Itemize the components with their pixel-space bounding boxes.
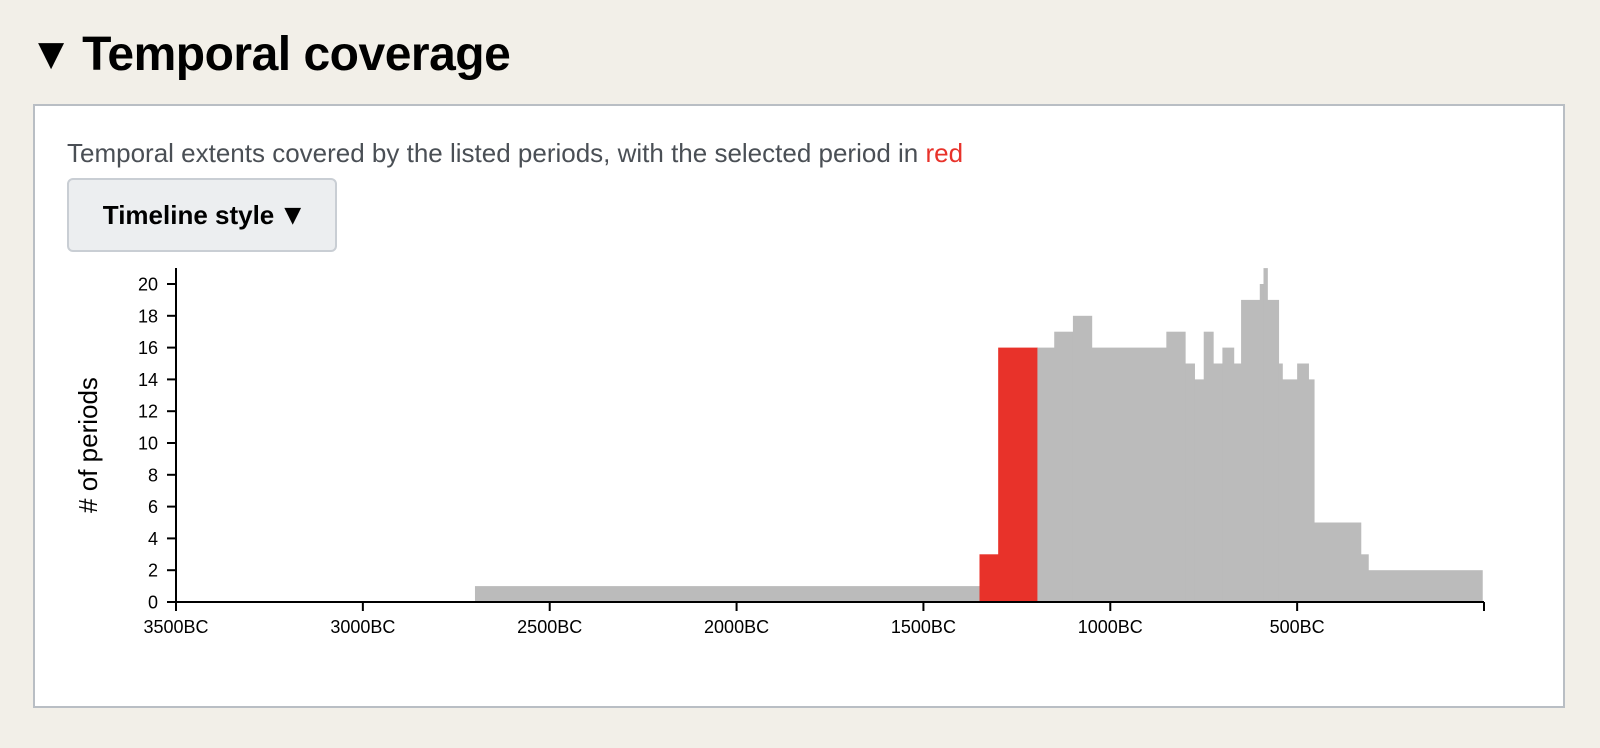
period-bar — [1278, 363, 1283, 602]
period-bar — [1368, 570, 1483, 602]
chart-description: Temporal extents covered by the listed p… — [67, 138, 963, 169]
period-bar — [1263, 268, 1268, 602]
period-bar — [474, 586, 981, 602]
y-tick-label: 12 — [138, 402, 158, 422]
selected-period-bar — [979, 554, 999, 602]
y-tick-label: 16 — [138, 338, 158, 358]
x-tick-label: 3500BC — [143, 617, 208, 637]
period-bar — [1166, 331, 1186, 602]
axes-layer: 0 2 4 6 8 10 12 14 16 18 20 3500BC 3000BC 2500BC 2000B… — [138, 268, 1485, 637]
description-text: Temporal extents covered by the listed p… — [67, 138, 926, 168]
period-bar — [1267, 299, 1280, 602]
section-header[interactable]: ▼ Temporal coverage — [38, 22, 511, 86]
x-tick-label: 1000BC — [1078, 617, 1143, 637]
timeline-style-button[interactable]: Timeline style ▼ — [67, 178, 337, 252]
period-bar — [1297, 363, 1309, 602]
period-bar — [1259, 284, 1265, 602]
period-bar — [1072, 315, 1093, 602]
x-tick-label: 3000BC — [330, 617, 395, 637]
y-tick-label: 4 — [148, 529, 158, 549]
timeline-style-label: Timeline style — [102, 199, 275, 230]
y-tick-label: 0 — [148, 593, 158, 613]
y-tick-label: 6 — [148, 497, 158, 517]
period-bar — [1222, 347, 1235, 602]
dropdown-caret-icon: ▼ — [284, 202, 302, 228]
y-tick-label: 10 — [138, 434, 158, 454]
period-bar — [1360, 554, 1369, 602]
selected-period-bar — [998, 347, 1039, 602]
period-bar — [1185, 363, 1195, 602]
period-bar — [1037, 347, 1055, 602]
y-tick-label: 14 — [138, 370, 158, 390]
y-tick-label: 20 — [138, 275, 158, 295]
section-title: Temporal coverage — [82, 27, 511, 81]
x-tick-label: 500BC — [1270, 617, 1325, 637]
period-bar — [1241, 299, 1261, 602]
period-bar — [1233, 363, 1242, 602]
x-tick-label: 1500BC — [891, 617, 956, 637]
period-bar — [1213, 363, 1223, 602]
period-bar — [1313, 522, 1362, 602]
period-bar — [1282, 379, 1298, 602]
y-tick-label: 18 — [138, 306, 158, 326]
description-highlight: red — [925, 138, 964, 168]
period-bar — [1091, 347, 1167, 602]
period-bar — [1308, 379, 1315, 602]
bars-layer — [474, 268, 1483, 602]
y-tick-label: 2 — [148, 561, 158, 581]
period-bar — [1054, 331, 1074, 602]
period-bar — [1194, 379, 1205, 602]
x-tick-label: 2000BC — [704, 617, 769, 637]
collapse-triangle-icon[interactable]: ▼ — [38, 34, 65, 74]
period-bar — [1203, 331, 1214, 602]
y-axis-title: # of periods — [73, 377, 103, 513]
y-tick-label: 8 — [148, 465, 158, 485]
x-tick-label: 2500BC — [517, 617, 582, 637]
